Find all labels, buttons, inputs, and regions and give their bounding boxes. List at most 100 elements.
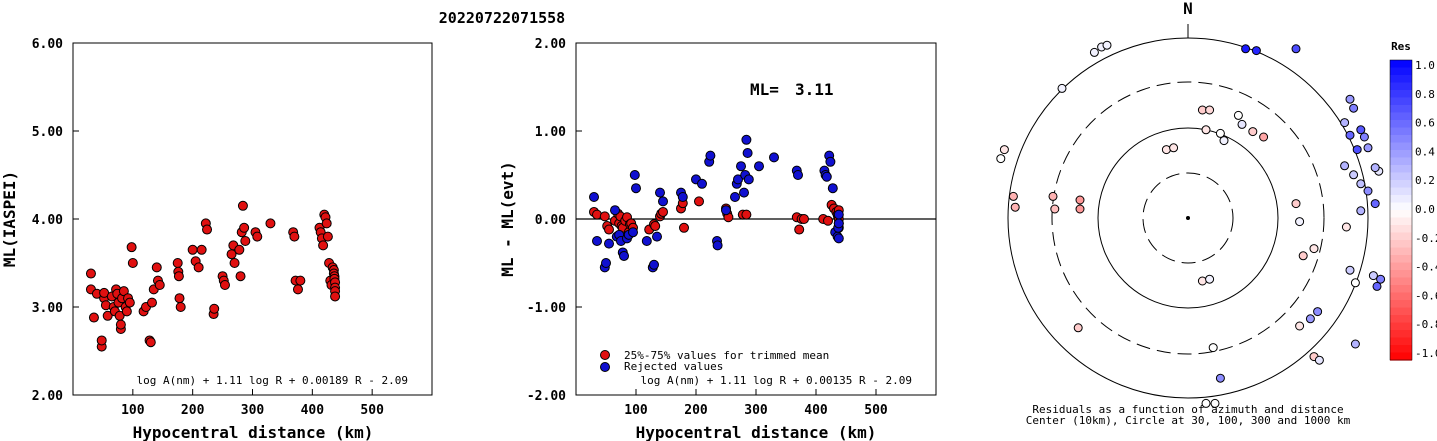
trimmed-point: [679, 222, 689, 233]
y-tick-label: 4.00: [32, 213, 63, 228]
colorbar-segment: [1390, 195, 1412, 204]
data-point: [173, 271, 184, 282]
trimmed-point: [794, 224, 805, 235]
station-point: [1050, 204, 1060, 214]
y-tick-label: 2.00: [32, 389, 63, 404]
legend-label-trimmed: 25%-75% values for trimmed mean: [624, 349, 829, 362]
colorbar-segment: [1390, 225, 1412, 234]
colorbar-segment: [1390, 262, 1412, 271]
data-point: [322, 231, 333, 242]
data-point: [240, 236, 251, 246]
station-point: [1356, 206, 1366, 216]
y-axis-label: ML(IASPEI): [0, 171, 19, 267]
station-point: [1345, 94, 1355, 104]
colorbar-tick-label: 0.8: [1415, 88, 1435, 101]
colorbar-segment: [1390, 240, 1412, 249]
colorbar-segment: [1390, 157, 1412, 166]
data-point: [289, 231, 300, 242]
colorbar-segment: [1390, 285, 1412, 294]
colorbar-segment: [1390, 120, 1412, 129]
station-point: [1370, 163, 1380, 173]
colorbar-segment: [1390, 330, 1412, 339]
y-tick-label: 5.00: [32, 125, 63, 140]
data-point: [154, 280, 165, 290]
rejected-point: [641, 236, 652, 246]
data-point: [193, 262, 204, 273]
station-point: [1341, 222, 1351, 232]
station-point: [1219, 136, 1229, 146]
station-point: [1298, 251, 1308, 261]
center-dot: [1186, 216, 1190, 220]
rejected-point: [601, 258, 611, 268]
colorbar-tick-label: -0.4: [1415, 261, 1437, 274]
colorbar-segment: [1390, 315, 1412, 324]
colorbar-segment: [1390, 112, 1412, 121]
station-point: [1368, 271, 1378, 281]
station-point: [1169, 143, 1179, 153]
rejected-point: [742, 148, 753, 158]
trimmed-point: [741, 209, 752, 220]
station-point: [1350, 339, 1360, 349]
rejected-point: [589, 192, 599, 202]
trimmed-point: [694, 196, 704, 207]
station-point: [996, 154, 1006, 164]
data-point: [292, 284, 303, 295]
data-point: [146, 297, 157, 308]
rejected-point: [733, 174, 743, 185]
colorbar-segment: [1390, 292, 1412, 301]
colorbar-segment: [1390, 105, 1412, 114]
station-point: [1057, 83, 1067, 93]
station-point: [1201, 398, 1211, 408]
colorbar-segment: [1390, 345, 1412, 354]
rejected-point: [827, 183, 838, 194]
y-axis-label: ML - ML(evt): [498, 161, 517, 277]
residual-vs-distance-plot: 100 200 300 400 500 -2.00 -1.00 0.00 1.00 2.00 Hyp…: [498, 37, 937, 441]
colorbar-tick-label: -0.6: [1415, 289, 1437, 302]
data-point: [234, 244, 245, 255]
data-point: [172, 258, 183, 268]
x-tick-label: 100: [624, 403, 648, 418]
station-point: [1237, 119, 1247, 129]
rejected-point: [741, 134, 752, 145]
station-point: [1340, 161, 1350, 171]
x-tick-label: 100: [121, 403, 145, 418]
colorbar-frame: [1389, 59, 1413, 361]
data-point: [229, 258, 240, 268]
colorbar-segment: [1390, 322, 1412, 331]
colorbar-tick-label: -1.0: [1415, 347, 1437, 360]
trimmed-point: [599, 211, 610, 222]
rejected-point: [652, 231, 662, 242]
station-point: [1215, 373, 1225, 383]
azimuth-residual-map: N Residuals as a function of azimuth and …: [996, 0, 1437, 427]
x-tick-label: 500: [864, 403, 888, 418]
data-point: [174, 293, 185, 304]
y-tick-label: 0.00: [535, 213, 566, 228]
rejected-point: [769, 152, 779, 163]
rejected-point: [739, 187, 749, 198]
station-point: [999, 145, 1009, 155]
station-point: [1363, 186, 1373, 196]
rejected-point: [631, 183, 641, 194]
data-point: [124, 297, 135, 308]
colorbar-tick-label: -0.8: [1415, 318, 1437, 331]
colorbar-segment: [1390, 337, 1412, 346]
colorbar-segment: [1390, 180, 1412, 189]
data-point: [252, 231, 263, 242]
station-point: [1314, 355, 1324, 365]
event-title: 20220722071558: [439, 9, 565, 27]
legend-label-rejected: Rejected values: [624, 360, 723, 373]
colorbar-title: Res: [1391, 40, 1411, 53]
colorbar-tick-label: -0.2: [1415, 232, 1437, 245]
colorbar-segment: [1390, 172, 1412, 181]
data-point: [196, 244, 207, 255]
formula-text: log A(nm) + 1.11 log R + 0.00189 R - 2.0…: [136, 374, 408, 387]
station-point: [1205, 274, 1215, 284]
data-point: [126, 242, 137, 253]
rejected-point: [619, 250, 629, 261]
data-point: [102, 310, 113, 321]
rejected-point: [677, 192, 688, 202]
station-point: [1075, 204, 1085, 214]
data-point: [85, 268, 96, 279]
station-point: [1345, 130, 1355, 140]
